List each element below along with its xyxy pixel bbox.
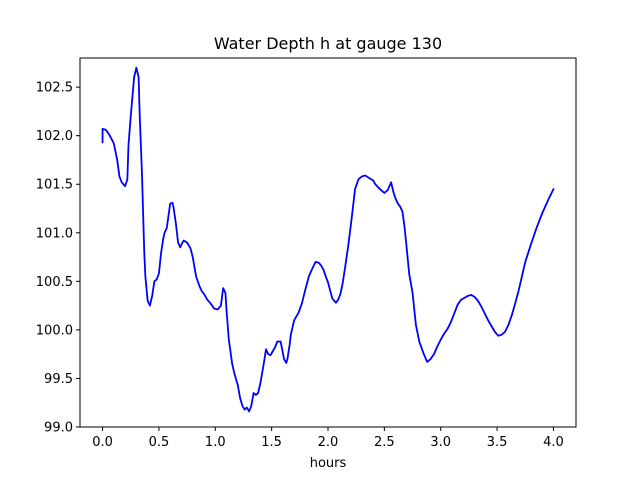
chart-title: Water Depth h at gauge 130: [214, 34, 442, 53]
x-tick-label: 4.0: [543, 435, 564, 450]
plot-layer: [101, 66, 555, 413]
x-axis-label: hours: [310, 456, 347, 471]
y-tick-label: 102.5: [36, 81, 73, 96]
y-axis: 99.0 99.5 100.0 100.5 101.0 101.5 102.0 102.5: [36, 81, 80, 436]
x-tick-label: 0.5: [149, 435, 170, 450]
x-tick-label: 1.5: [261, 435, 282, 450]
y-tick-label: 100.0: [36, 323, 73, 338]
x-tick-label: 2.0: [318, 435, 339, 450]
y-tick-label: 102.0: [36, 129, 73, 144]
series-line-0: [101, 66, 555, 413]
y-tick-label: 101.0: [36, 226, 73, 241]
x-tick-label: 0.0: [92, 435, 113, 450]
y-tick-label: 99.5: [44, 372, 73, 387]
x-tick-label: 2.5: [374, 435, 395, 450]
x-tick-label: 1.0: [205, 435, 226, 450]
y-tick-label: 101.5: [36, 178, 73, 193]
x-tick-label: 3.5: [487, 435, 508, 450]
x-axis: 0.0 0.5 1.0 1.5 2.0 2.5 3.0 3.5 4.0: [92, 427, 564, 450]
y-tick-label: 100.5: [36, 275, 73, 290]
x-tick-label: 3.0: [430, 435, 451, 450]
y-tick-label: 99.0: [44, 421, 73, 436]
